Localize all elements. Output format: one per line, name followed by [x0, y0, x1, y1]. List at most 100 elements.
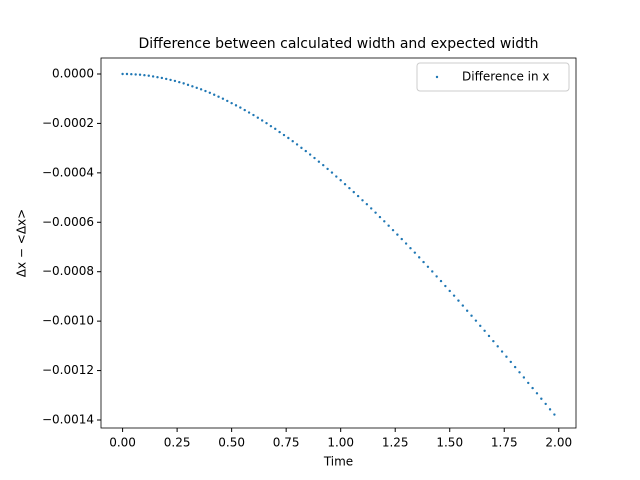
- point: [444, 284, 447, 288]
- x-tick-label: 1.75: [491, 436, 518, 450]
- point: [417, 256, 421, 259]
- point: [448, 289, 451, 293]
- point: [243, 108, 246, 112]
- point: [404, 242, 408, 245]
- point: [370, 207, 373, 210]
- point: [452, 294, 456, 297]
- point: [239, 106, 242, 109]
- y-tick-label: −0.0012: [42, 363, 94, 377]
- point: [186, 83, 190, 87]
- x-tick-label: 1.00: [327, 436, 354, 450]
- point: [487, 334, 491, 338]
- x-tick-label: 0.25: [164, 436, 191, 450]
- y-tick-label: −0.0014: [42, 412, 94, 426]
- point: [518, 371, 521, 374]
- point: [134, 73, 137, 76]
- point: [317, 160, 321, 163]
- point: [265, 121, 268, 125]
- point: [527, 381, 530, 385]
- point: [548, 408, 552, 411]
- point: [496, 345, 499, 348]
- point: [553, 413, 556, 416]
- point: [492, 339, 495, 343]
- point: [151, 75, 155, 78]
- point: [313, 156, 316, 160]
- point: [165, 77, 168, 81]
- x-tick-label: 0.50: [218, 436, 245, 450]
- point: [226, 99, 229, 103]
- point: [396, 233, 399, 236]
- y-tick-label: −0.0004: [42, 165, 94, 179]
- point: [361, 199, 364, 202]
- point: [182, 82, 185, 85]
- legend-marker: [435, 75, 439, 79]
- point: [356, 194, 360, 198]
- point: [278, 130, 281, 134]
- y-axis-label: Δx − <Δx>: [15, 209, 29, 277]
- y-tick-label: −0.0010: [42, 314, 94, 328]
- point: [409, 247, 412, 250]
- point: [374, 211, 377, 214]
- point: [256, 116, 260, 119]
- chart-title: Difference between calculated width and …: [139, 36, 539, 52]
- point: [121, 72, 124, 76]
- x-tick-label: 0.00: [109, 436, 136, 450]
- point: [505, 355, 508, 358]
- point: [295, 143, 299, 146]
- legend-label: Difference in x: [462, 70, 550, 84]
- x-tick-label: 0.75: [273, 436, 300, 450]
- x-axis-label: Time: [323, 455, 353, 469]
- point: [160, 76, 164, 80]
- point: [426, 265, 430, 268]
- point: [470, 314, 473, 317]
- point: [461, 304, 465, 307]
- point: [387, 224, 390, 227]
- y-tick-label: −0.0008: [42, 264, 94, 278]
- point: [513, 365, 517, 369]
- point: [352, 190, 355, 194]
- point: [143, 74, 146, 77]
- point: [269, 124, 273, 128]
- point: [391, 228, 395, 232]
- plot-frame: [100, 57, 577, 429]
- point: [247, 111, 251, 114]
- y-tick-label: −0.0002: [42, 116, 94, 130]
- point: [509, 360, 512, 364]
- point: [474, 319, 478, 322]
- point: [348, 186, 351, 190]
- x-tick-label: 2.00: [545, 436, 572, 450]
- point: [195, 86, 198, 90]
- y-tick-label: −0.0006: [42, 215, 94, 229]
- point: [130, 73, 133, 76]
- point: [330, 171, 334, 174]
- point: [544, 402, 547, 406]
- point: [304, 149, 307, 153]
- point: [300, 146, 303, 150]
- point: [260, 119, 264, 122]
- legend-box: [416, 62, 570, 92]
- point: [274, 127, 277, 131]
- point: [147, 74, 150, 77]
- point: [343, 183, 347, 186]
- point: [439, 279, 443, 283]
- point: [457, 299, 460, 302]
- point: [234, 104, 238, 107]
- point: [500, 350, 504, 353]
- point: [199, 88, 203, 91]
- x-tick-label: 1.50: [436, 436, 463, 450]
- point: [230, 101, 233, 105]
- point: [217, 95, 220, 98]
- point: [252, 113, 255, 117]
- point: [400, 237, 403, 241]
- y-tick-label: 0.0000: [52, 66, 94, 80]
- point: [208, 91, 212, 94]
- point: [465, 309, 469, 312]
- point: [212, 93, 216, 96]
- point: [531, 386, 534, 390]
- point: [479, 324, 482, 328]
- point: [221, 97, 225, 100]
- point: [383, 220, 386, 223]
- point: [322, 163, 325, 167]
- point: [326, 167, 329, 171]
